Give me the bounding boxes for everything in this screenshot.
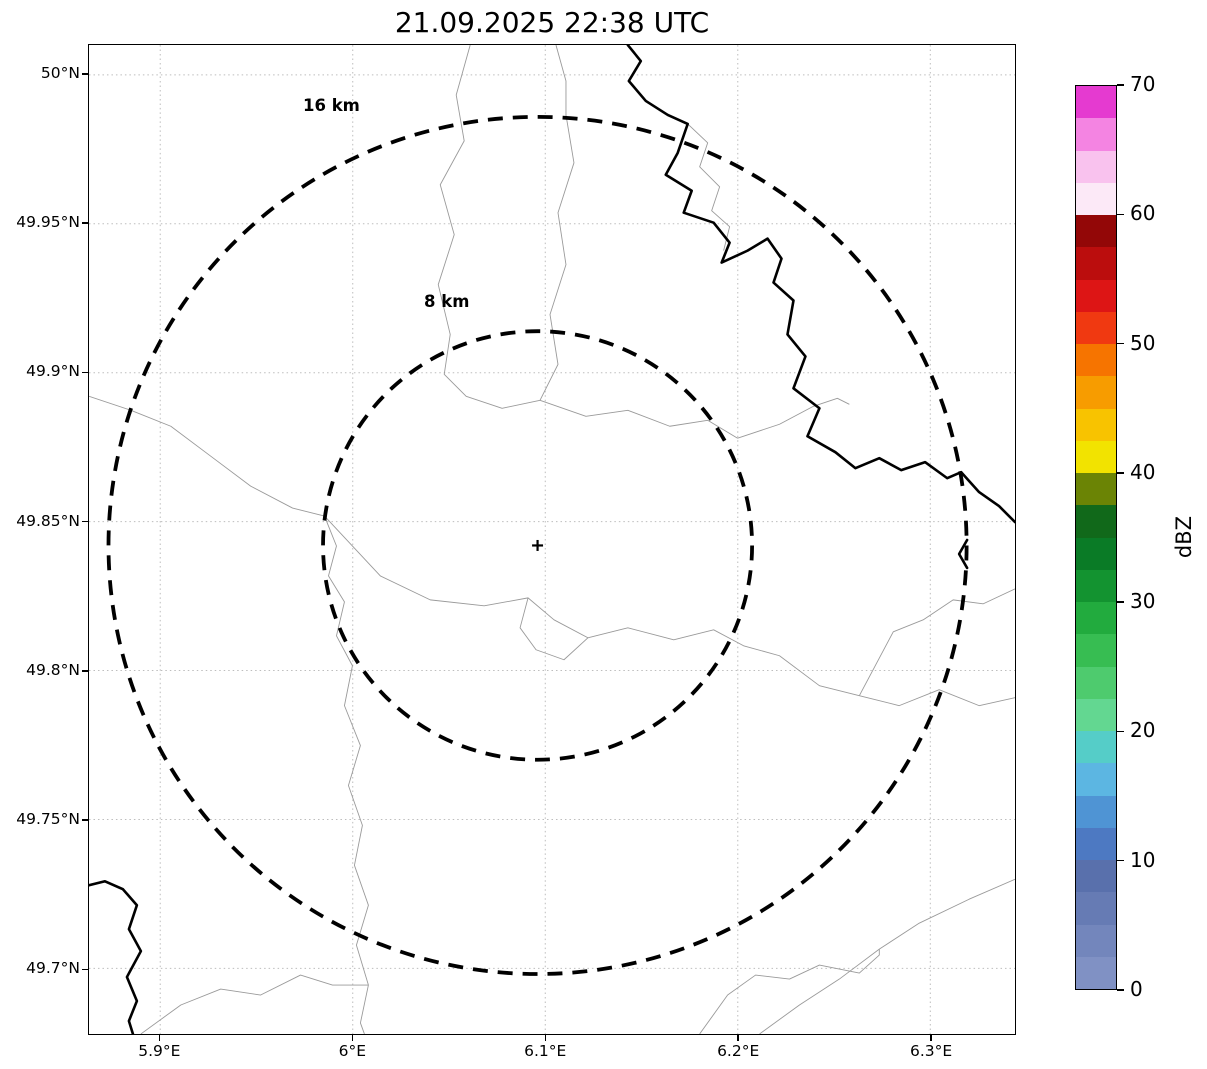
y-axis-tick-mark [82,520,88,523]
y-axis-tick-label: 49.95°N [16,213,80,232]
y-axis-tick-mark [82,968,88,971]
y-axis-tick-mark [82,222,88,224]
colorbar-tick-mark [1117,472,1124,474]
figure-title: 21.09.2025 22:38 UTC [394,6,710,39]
colorbar-tick-mark [1117,213,1124,215]
map-canvas [89,45,1015,1034]
colorbar-segment [1076,666,1116,699]
colorbar-segment [1076,795,1116,828]
colorbar-segment [1076,344,1116,377]
colorbar-segment [1076,956,1116,989]
colorbar-tick-label: 40 [1130,459,1156,484]
region-border-line [324,515,860,697]
colorbar-segment [1076,892,1116,925]
region-border-line [699,949,880,1034]
colorbar-tick-mark [1117,989,1124,991]
colorbar-segment [1076,150,1116,183]
x-axis-tick-label: 5.9°E [138,1042,181,1060]
country-border-line [957,538,969,570]
colorbar-tick-label: 30 [1130,589,1156,614]
colorbar-tick-mark [1117,342,1124,345]
colorbar-tick-mark [1117,860,1124,862]
colorbar [1075,85,1117,990]
colorbar-tick-mark [1117,84,1124,86]
colorbar-segment [1076,182,1116,215]
colorbar-segment [1076,763,1116,796]
colorbar-segment [1076,860,1116,893]
x-axis-tick-label: 6.3°E [910,1042,953,1060]
colorbar-tick-label: 10 [1130,847,1156,872]
country-border-line [626,45,1015,524]
colorbar-segment [1076,440,1116,473]
x-axis-tick-label: 6.2°E [717,1042,760,1060]
colorbar-segment [1076,569,1116,602]
y-axis-tick-label: 49.8°N [26,660,80,679]
colorbar-segment [1076,118,1116,151]
colorbar-segment [1076,215,1116,248]
colorbar-tick-label: 0 [1130,977,1143,1001]
x-axis-tick-label: 6.1°E [524,1042,567,1060]
colorbar-segment [1076,827,1116,860]
x-axis-tick-mark [544,1035,546,1041]
region-border-line [858,588,1015,696]
x-axis-tick-mark [351,1035,353,1041]
y-axis-tick-mark [82,371,88,374]
y-axis-tick-mark [82,670,88,672]
y-axis-tick-label: 49.9°N [26,362,80,381]
colorbar-segment [1076,86,1116,119]
colorbar-axis-label: dBZ [1172,515,1196,559]
region-border-line [140,974,369,1034]
colorbar-segment [1076,634,1116,667]
region-border-line [519,597,589,661]
region-border-line [759,878,1015,1034]
y-axis-tick-label: 49.75°N [16,810,80,829]
colorbar-segment [1076,408,1116,441]
colorbar-segment [1076,731,1116,764]
colorbar-segment [1076,698,1116,731]
range-ring-8km [321,329,754,762]
region-border-line [859,689,1015,707]
colorbar-tick-label: 70 [1130,72,1156,96]
colorbar-tick-mark [1117,601,1124,603]
colorbar-segment [1076,924,1116,957]
plot-area [88,44,1016,1035]
colorbar-segment [1076,279,1116,312]
country-border-line [89,879,143,1034]
range-ring-label-16km: 16 km [303,96,360,115]
y-axis-tick-mark [82,73,88,75]
colorbar-segment [1076,602,1116,635]
x-axis-tick-label: 6°E [338,1042,367,1060]
colorbar-segment [1076,376,1116,409]
colorbar-tick-label: 20 [1130,718,1156,743]
y-axis-tick-label: 50°N [40,63,80,82]
region-border-line [89,395,325,517]
colorbar-tick-mark [1117,730,1124,733]
colorbar-segment [1076,311,1116,344]
region-border-line [437,45,541,409]
region-border-line [737,397,850,439]
y-axis-tick-label: 49.85°N [16,511,80,530]
region-border-line [687,123,731,251]
colorbar-segment [1076,537,1116,570]
region-border-line [539,45,575,401]
region-border-line [539,399,738,439]
colorbar-segment [1076,473,1116,506]
y-axis-tick-mark [82,819,88,821]
region-border-line [324,515,369,1034]
x-axis-tick-mark [737,1035,739,1041]
y-axis-tick-label: 49.7°N [26,959,80,978]
x-axis-tick-mark [930,1035,932,1041]
range-ring-label-8km: 8 km [424,292,470,311]
x-axis-tick-mark [158,1035,161,1041]
colorbar-tick-label: 60 [1130,201,1156,226]
colorbar-tick-label: 50 [1130,330,1156,355]
colorbar-segment [1076,505,1116,538]
colorbar-segment [1076,247,1116,280]
